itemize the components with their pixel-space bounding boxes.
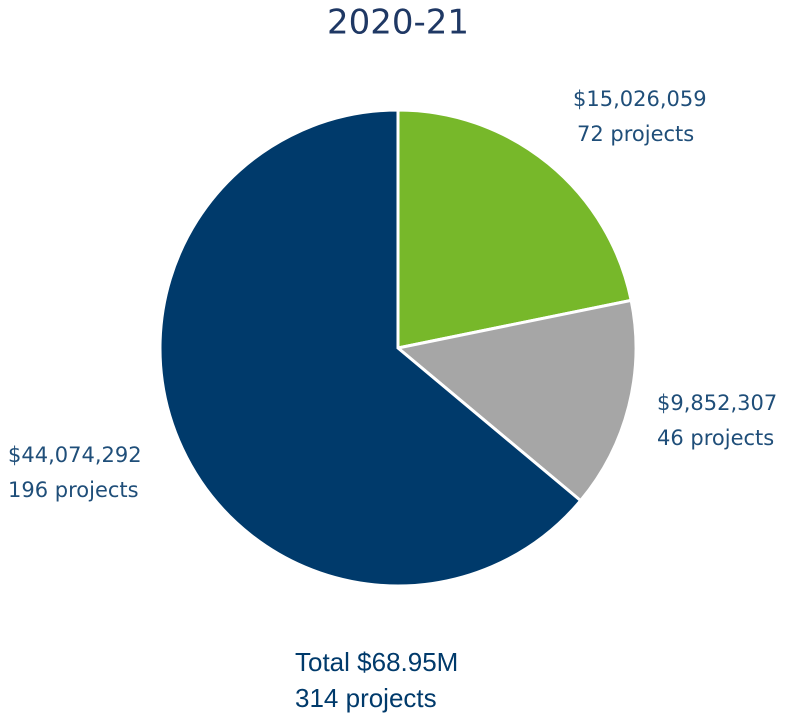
project-label: 46 projects xyxy=(657,426,774,450)
total-amount: Total $68.95M xyxy=(295,647,458,677)
value-label: $9,852,307 xyxy=(657,391,777,415)
value-label: $15,026,059 xyxy=(573,87,707,111)
pie-slice xyxy=(394,298,638,503)
total-projects: 314 projects xyxy=(295,683,437,713)
project-label: 196 projects xyxy=(8,478,139,502)
pie-slice xyxy=(396,108,633,350)
pie-slice xyxy=(158,108,583,588)
project-label: 72 projects xyxy=(577,122,694,146)
chart-title: 2020-21 xyxy=(327,3,469,43)
value-label: $44,074,292 xyxy=(8,443,142,467)
